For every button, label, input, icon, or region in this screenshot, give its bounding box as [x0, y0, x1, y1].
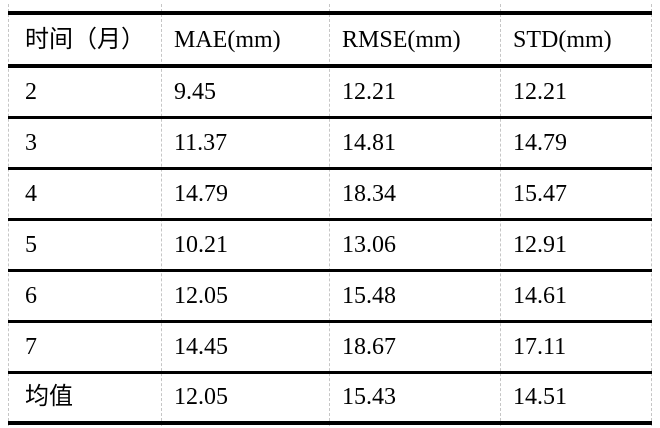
table-cell: 17.11 [513, 333, 567, 360]
table-cell: 13.06 [342, 231, 396, 258]
table-gridline [500, 4, 501, 426]
column-header-time: 时间（月） [25, 26, 145, 53]
table-cell: 10.21 [174, 231, 228, 258]
table-cell: 12.05 [174, 384, 228, 411]
table-cell: 12.21 [342, 78, 396, 105]
table-cell: 2 [25, 78, 37, 105]
table-cell: 14.45 [174, 333, 228, 360]
table-row-average: 均值 12.05 15.43 14.51 [8, 372, 652, 423]
table-cell: 15.47 [513, 180, 567, 207]
table-row: 5 10.21 13.06 12.91 [8, 219, 652, 270]
table-cell: 7 [25, 333, 37, 360]
table-gridline [651, 4, 652, 426]
table-row: 7 14.45 18.67 17.11 [8, 321, 652, 372]
column-header-mae: MAE(mm) [174, 26, 281, 53]
table-cell: 5 [25, 231, 37, 258]
table-row: 4 14.79 18.34 15.47 [8, 168, 652, 219]
table-cell: 6 [25, 282, 37, 309]
table-cell: 12.21 [513, 78, 567, 105]
table-cell: 4 [25, 180, 37, 207]
table-row: 3 11.37 14.81 14.79 [8, 117, 652, 168]
table-cell: 11.37 [174, 129, 228, 156]
table-cell: 14.79 [174, 180, 228, 207]
table-cell: 12.05 [174, 282, 228, 309]
table-cell: 均值 [25, 384, 73, 411]
column-header-std: STD(mm) [513, 26, 612, 53]
header-row: 时间（月） MAE(mm) RMSE(mm) STD(mm) [8, 13, 652, 66]
table-row: 2 9.45 12.21 12.21 [8, 66, 652, 117]
table-gridline [161, 4, 162, 426]
metrics-table: 时间（月） MAE(mm) RMSE(mm) STD(mm) 2 9.45 12… [8, 11, 652, 425]
table-cell: 12.91 [513, 231, 567, 258]
table-cell: 3 [25, 129, 37, 156]
table-cell: 15.48 [342, 282, 396, 309]
table-cell: 9.45 [174, 78, 216, 105]
table-row: 6 12.05 15.48 14.61 [8, 270, 652, 321]
table-gridline [8, 4, 9, 426]
table-cell: 14.51 [513, 384, 567, 411]
column-header-rmse: RMSE(mm) [342, 26, 461, 53]
table-cell: 14.81 [342, 129, 396, 156]
table-cell: 14.79 [513, 129, 567, 156]
table-cell: 14.61 [513, 282, 567, 309]
table-cell: 15.43 [342, 384, 396, 411]
table-cell: 18.67 [342, 333, 396, 360]
table-cell: 18.34 [342, 180, 396, 207]
table-gridline [329, 4, 330, 426]
